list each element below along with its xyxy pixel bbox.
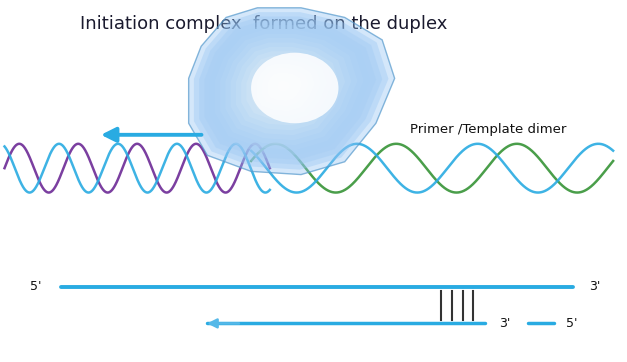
Polygon shape	[257, 64, 314, 110]
Polygon shape	[194, 12, 389, 170]
Polygon shape	[251, 60, 320, 115]
Polygon shape	[189, 8, 394, 174]
Polygon shape	[268, 73, 302, 101]
Text: 5': 5'	[30, 280, 41, 293]
Text: Primer /Template dimer: Primer /Template dimer	[410, 123, 567, 136]
Ellipse shape	[251, 53, 339, 123]
Polygon shape	[262, 68, 308, 106]
Polygon shape	[199, 17, 382, 165]
Polygon shape	[215, 30, 364, 150]
Polygon shape	[273, 77, 295, 96]
Polygon shape	[278, 81, 290, 91]
Polygon shape	[236, 47, 339, 130]
Text: 3': 3'	[589, 280, 600, 293]
Polygon shape	[209, 25, 370, 155]
Polygon shape	[241, 51, 333, 125]
Text: 3': 3'	[499, 317, 510, 330]
Polygon shape	[220, 34, 357, 145]
Polygon shape	[246, 55, 327, 121]
Polygon shape	[226, 38, 351, 140]
Text: Initiation complex  formed on the duplex: Initiation complex formed on the duplex	[80, 15, 447, 33]
Text: 5': 5'	[566, 317, 578, 330]
Polygon shape	[204, 21, 376, 160]
Polygon shape	[231, 42, 345, 135]
